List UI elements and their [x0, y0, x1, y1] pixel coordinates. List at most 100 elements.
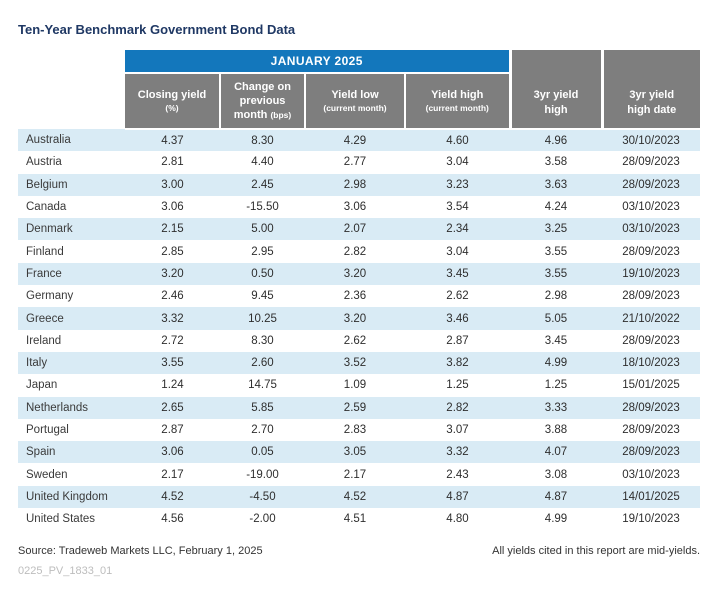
yield-low-cell: 2.98 — [343, 178, 367, 191]
yield-low-cell: 2.82 — [343, 245, 367, 258]
column-title: 3yr yield high date — [627, 89, 677, 116]
yield-high-cell: 4.80 — [446, 513, 469, 526]
change-prev-month-cell: 10.25 — [248, 312, 277, 325]
table-row: Portugal 2.87 2.70 2.83 3.07 3.88 28/09/… — [18, 418, 700, 442]
table-row: Canada 3.06 -15.50 3.06 3.54 4.24 03/10/… — [18, 195, 700, 219]
column-header-yield-high: Yield high (current month) — [405, 73, 512, 130]
yield-low-cell: 2.77 — [343, 156, 367, 169]
country-cell: Ireland — [26, 334, 62, 347]
yield-low-cell: 2.07 — [343, 223, 367, 236]
table-row: Netherlands 2.65 5.85 2.59 2.82 3.33 28/… — [18, 396, 700, 419]
yield-high-cell: 3.54 — [446, 201, 469, 214]
3yr-yield-high-cell: 4.99 — [544, 513, 568, 526]
change-prev-month-cell: 2.70 — [251, 424, 274, 436]
column-note: (current month) — [323, 102, 387, 113]
3yr-yield-high-cell: 4.99 — [544, 357, 568, 370]
3yr-yield-high-date-cell: 03/10/2023 — [622, 201, 680, 214]
3yr-yield-high-cell: 2.98 — [544, 290, 568, 303]
column-title: Closing yield — [137, 89, 207, 102]
corner-spacer — [18, 73, 125, 129]
3yr-yield-high-date-cell: 14/01/2025 — [622, 490, 680, 503]
closing-yield-cell: 3.55 — [161, 357, 184, 370]
table-row: Ireland 2.72 8.30 2.62 2.87 3.45 28/09/2… — [18, 329, 700, 352]
3yr-yield-high-cell: 1.25 — [544, 379, 568, 392]
yield-high-cell: 2.62 — [446, 290, 469, 303]
table-row: Germany 2.46 9.45 2.36 2.62 2.98 28/09/2… — [18, 285, 700, 308]
country-cell: Portugal — [26, 424, 69, 436]
closing-yield-cell: 2.85 — [161, 245, 184, 258]
closing-yield-cell: 4.52 — [161, 490, 184, 503]
3yr-yield-high-date-cell: 28/09/2023 — [622, 178, 680, 191]
closing-yield-cell: 3.06 — [161, 201, 184, 214]
change-prev-month-cell: 9.45 — [251, 290, 274, 303]
table-row: France 3.20 0.50 3.20 3.45 3.55 19/10/20… — [18, 262, 700, 286]
yield-high-cell: 4.60 — [446, 134, 469, 147]
3yr-yield-high-cell: 3.63 — [544, 178, 568, 191]
3yr-yield-high-date-cell: 28/09/2023 — [622, 401, 680, 414]
3yr-yield-high-cell: 3.45 — [544, 334, 568, 347]
closing-yield-cell: 3.00 — [161, 178, 184, 191]
yield-high-cell: 2.82 — [446, 401, 469, 414]
3yr-yield-high-date-cell: 28/09/2023 — [622, 446, 680, 459]
3yr-yield-high-cell: 3.25 — [544, 223, 568, 236]
country-cell: Italy — [26, 357, 48, 370]
source-note: Source: Tradeweb Markets LLC, February 1… — [18, 545, 263, 558]
yield-low-cell: 2.17 — [343, 468, 367, 481]
3yr-yield-high-cell: 4.96 — [544, 134, 568, 147]
3yr-yield-high-date-cell: 19/10/2023 — [622, 267, 680, 280]
closing-yield-cell: 3.32 — [161, 312, 184, 325]
closing-yield-cell: 3.20 — [161, 267, 184, 280]
column-title: Change on previous month — [233, 80, 291, 122]
yield-low-cell: 3.52 — [343, 357, 367, 370]
column-header-yield-low: Yield low (current month) — [305, 73, 406, 130]
country-cell: United Kingdom — [26, 490, 108, 503]
change-prev-month-cell: -2.00 — [249, 513, 276, 526]
change-prev-month-cell: 5.85 — [251, 401, 274, 414]
3yr-yield-high-cell: 3.08 — [544, 468, 568, 481]
country-cell: Belgium — [26, 178, 68, 191]
yield-high-cell: 2.43 — [446, 468, 469, 481]
country-cell: France — [26, 267, 62, 280]
3yr-yield-high-date-cell: 28/09/2023 — [622, 156, 680, 169]
3yr-yield-high-cell: 3.33 — [544, 401, 568, 414]
country-cell: Austria — [26, 156, 62, 169]
3yr-yield-high-date-cell: 30/10/2023 — [622, 134, 680, 147]
column-note: (current month) — [425, 102, 489, 113]
column-header-3yr-yield-high-date: 3yr yield high date — [602, 50, 700, 130]
yield-high-cell: 3.82 — [446, 357, 469, 370]
closing-yield-cell: 3.06 — [161, 446, 184, 459]
change-prev-month-cell: 4.40 — [251, 156, 274, 169]
change-prev-month-cell: -19.00 — [246, 468, 279, 481]
closing-yield-cell: 4.56 — [161, 513, 184, 526]
closing-yield-cell: 4.37 — [161, 134, 184, 147]
closing-yield-cell: 2.72 — [161, 334, 184, 347]
3yr-yield-high-date-cell: 19/10/2023 — [622, 513, 680, 526]
3yr-yield-high-date-cell: 21/10/2022 — [622, 312, 680, 325]
yield-low-cell: 2.59 — [343, 401, 367, 414]
change-prev-month-cell: -4.50 — [249, 490, 276, 503]
column-note: (%) — [165, 102, 179, 113]
yield-low-cell: 1.09 — [343, 379, 367, 392]
yield-high-cell: 3.04 — [446, 245, 469, 258]
yield-low-cell: 4.29 — [343, 134, 367, 147]
column-header-row: Closing yield (%) Change on previous mon… — [18, 73, 700, 130]
yield-high-cell: 3.32 — [446, 446, 469, 459]
3yr-yield-high-cell: 3.58 — [544, 156, 568, 169]
banner-row: JANUARY 2025 3yr yield high 3yr yield hi… — [18, 50, 700, 130]
yield-high-cell: 3.46 — [446, 312, 469, 325]
3yr-yield-high-date-cell: 28/09/2023 — [622, 334, 680, 347]
3yr-yield-high-date-cell: 03/10/2023 — [622, 468, 680, 481]
3yr-yield-high-cell: 4.07 — [544, 446, 568, 459]
country-cell: Greece — [26, 312, 64, 325]
country-cell: Denmark — [26, 223, 73, 236]
country-cell: Japan — [26, 379, 58, 392]
column-header-change-prev-month: Change on previous month (bps) — [220, 73, 306, 130]
3yr-yield-high-cell: 3.88 — [544, 424, 568, 436]
table-row: Denmark 2.15 5.00 2.07 2.34 3.25 03/10/2… — [18, 218, 700, 241]
table-row: Finland 2.85 2.95 2.82 3.04 3.55 28/09/2… — [18, 240, 700, 263]
table-row: Spain 3.06 0.05 3.05 3.32 4.07 28/09/202… — [18, 441, 700, 464]
3yr-yield-high-date-cell: 03/10/2023 — [622, 223, 680, 236]
3yr-yield-high-date-cell: 28/09/2023 — [622, 290, 680, 303]
country-cell: Netherlands — [26, 401, 89, 414]
closing-yield-cell: 2.46 — [161, 290, 184, 303]
